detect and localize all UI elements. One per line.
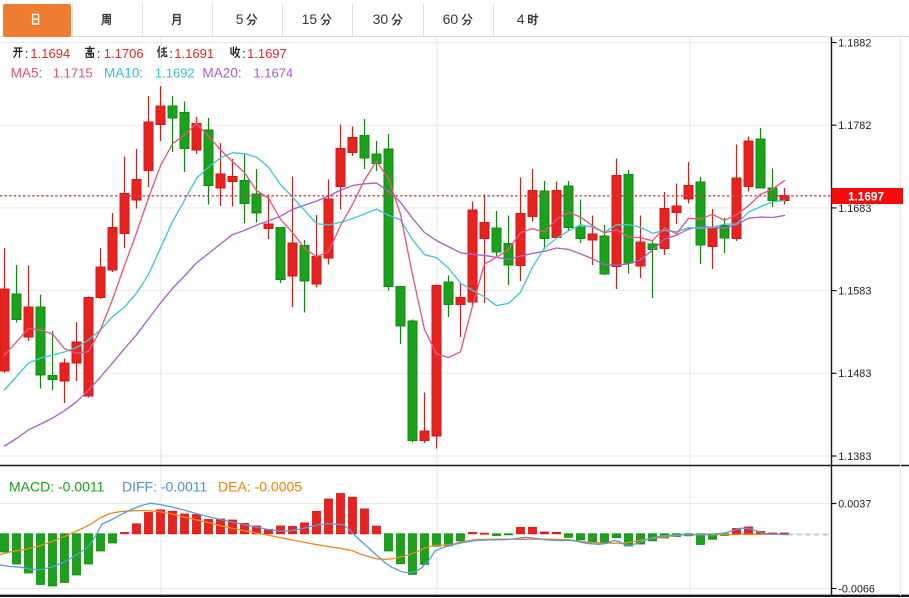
svg-text:1.1697: 1.1697 [247,46,287,61]
svg-text:-0.0066: -0.0066 [838,583,875,595]
svg-text::: : [242,46,246,61]
svg-text:1.1583: 1.1583 [838,286,871,298]
svg-text:60: 60 [443,11,459,27]
svg-text:1.1715: 1.1715 [53,66,93,81]
svg-text:30: 30 [373,11,389,27]
svg-text:4: 4 [517,11,525,27]
svg-text:DEA: -0.0005: DEA: -0.0005 [218,479,302,495]
svg-text:1.1483: 1.1483 [838,368,871,380]
svg-text:1.1697: 1.1697 [848,190,885,204]
svg-text:15: 15 [302,11,318,27]
svg-text:DIFF: -0.0011: DIFF: -0.0011 [122,479,208,495]
svg-text:1.1691: 1.1691 [174,46,214,61]
svg-text:1.1694: 1.1694 [30,46,70,61]
svg-text:1.1706: 1.1706 [104,46,144,61]
svg-text::: : [25,46,29,61]
svg-text:MA20:: MA20: [202,66,241,81]
svg-text:1.1383: 1.1383 [838,451,871,463]
svg-text:MA5:: MA5: [11,66,43,81]
svg-text:1.1674: 1.1674 [253,66,293,81]
svg-text:MA10:: MA10: [104,66,143,81]
svg-text::: : [169,46,173,61]
svg-text:1.1782: 1.1782 [838,120,871,132]
svg-text:5: 5 [236,11,244,27]
svg-text:1.1692: 1.1692 [155,66,195,81]
svg-text:1.1683: 1.1683 [838,203,871,215]
svg-text:1.1882: 1.1882 [838,37,871,49]
svg-text:MACD: -0.0011: MACD: -0.0011 [9,479,105,495]
svg-text:0.0037: 0.0037 [838,498,871,510]
svg-text::: : [97,46,101,61]
